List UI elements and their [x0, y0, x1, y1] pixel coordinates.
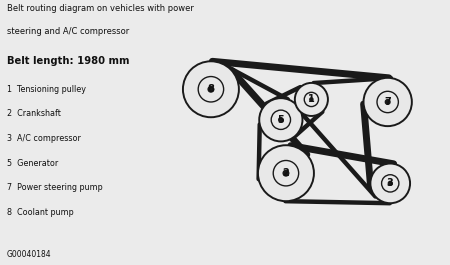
Text: 7: 7 — [384, 97, 391, 107]
Circle shape — [385, 100, 390, 104]
Circle shape — [377, 91, 398, 113]
Circle shape — [198, 77, 224, 102]
Circle shape — [271, 110, 291, 129]
Circle shape — [382, 175, 399, 192]
Circle shape — [364, 78, 412, 126]
Text: G00040184: G00040184 — [7, 250, 51, 259]
Circle shape — [273, 161, 299, 186]
Text: 7  Power steering pump: 7 Power steering pump — [7, 183, 103, 192]
Text: 2  Crankshaft: 2 Crankshaft — [7, 109, 61, 118]
Circle shape — [279, 118, 283, 122]
Text: Belt length: 1980 mm: Belt length: 1980 mm — [7, 56, 129, 66]
Circle shape — [208, 86, 214, 92]
Text: steering and A/C compressor: steering and A/C compressor — [7, 26, 129, 36]
Circle shape — [370, 164, 410, 203]
Text: 3: 3 — [387, 178, 394, 188]
Text: 1  Tensioning pulley: 1 Tensioning pulley — [7, 85, 86, 94]
Circle shape — [183, 61, 239, 117]
Text: 5  Generator: 5 Generator — [7, 159, 58, 168]
Text: 1: 1 — [308, 94, 315, 104]
Text: 8: 8 — [207, 84, 214, 94]
Text: 8  Coolant pump: 8 Coolant pump — [7, 208, 74, 217]
Circle shape — [283, 170, 289, 176]
Text: 2: 2 — [283, 168, 289, 178]
Circle shape — [304, 92, 319, 107]
Circle shape — [258, 145, 314, 201]
Text: 3  A/C compressor: 3 A/C compressor — [7, 134, 81, 143]
Circle shape — [295, 83, 328, 116]
Text: 5: 5 — [278, 115, 284, 125]
Circle shape — [259, 98, 302, 142]
Circle shape — [310, 98, 313, 101]
Text: Belt routing diagram on vehicles with power: Belt routing diagram on vehicles with po… — [7, 4, 194, 13]
Circle shape — [388, 182, 392, 185]
